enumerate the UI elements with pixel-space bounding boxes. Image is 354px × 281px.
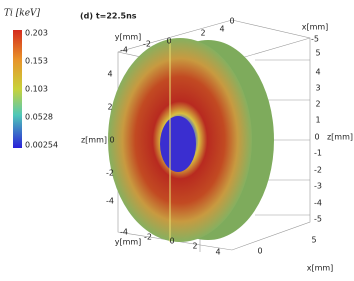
tick-label: 2 (192, 242, 197, 251)
tick-label: 2 (315, 100, 320, 109)
colorbar-tick-label: 0.203 (25, 29, 48, 38)
tick-label: 4 (107, 70, 112, 79)
tick-label: -5 (314, 215, 322, 224)
panel-label: (d) t=22.5ns (80, 12, 137, 21)
tick-label: 0 (169, 237, 174, 246)
colorbar-tick-label: 0.0528 (25, 113, 53, 122)
colorbar (13, 30, 22, 148)
tick-label: 0 (257, 247, 262, 256)
axis-label: y[mm] (115, 238, 142, 247)
colorbar-title: Ti [keV] (4, 9, 41, 19)
colorbar-tick-label: 0.153 (25, 57, 48, 66)
tick-label: 5 (315, 49, 320, 58)
axis-label: x[mm] (307, 264, 334, 273)
tick-label: 0 (166, 37, 171, 46)
tick-label: 4 (219, 25, 224, 34)
tick-label: -1 (314, 149, 322, 158)
tick-label: -4 (120, 46, 128, 55)
tick-label: -4 (120, 228, 128, 237)
tick-label: 0 (314, 133, 319, 142)
tick-label: -4 (106, 197, 114, 206)
tick-label: 5 (311, 236, 316, 245)
axis-label: z[mm] (81, 136, 107, 145)
tick-label: -5 (311, 35, 319, 44)
tick-label: -2 (143, 40, 151, 49)
axis-label: z[mm] (327, 133, 353, 142)
tick-label: 1 (315, 116, 320, 125)
tick-label: 2 (107, 103, 112, 112)
tick-label: 4 (215, 248, 220, 257)
tick-label: -2 (106, 169, 114, 178)
tick-label: 3 (315, 84, 320, 93)
disk-core (160, 116, 196, 172)
tick-label: 0 (229, 17, 234, 26)
tick-label: 4 (315, 68, 320, 77)
axis-label: y[mm] (115, 33, 142, 42)
axis-label: x[mm] (302, 23, 329, 32)
tick-label: -2 (314, 166, 322, 175)
tick-label: -4 (314, 199, 322, 208)
colorbar-tick-label: 0.103 (25, 85, 48, 94)
tick-label: -3 (314, 182, 322, 191)
tick-label: -2 (144, 233, 152, 242)
colorbar-tick-label: 0.00254 (25, 141, 58, 150)
tick-label: 2 (200, 29, 205, 38)
tick-label: 0 (109, 136, 114, 145)
